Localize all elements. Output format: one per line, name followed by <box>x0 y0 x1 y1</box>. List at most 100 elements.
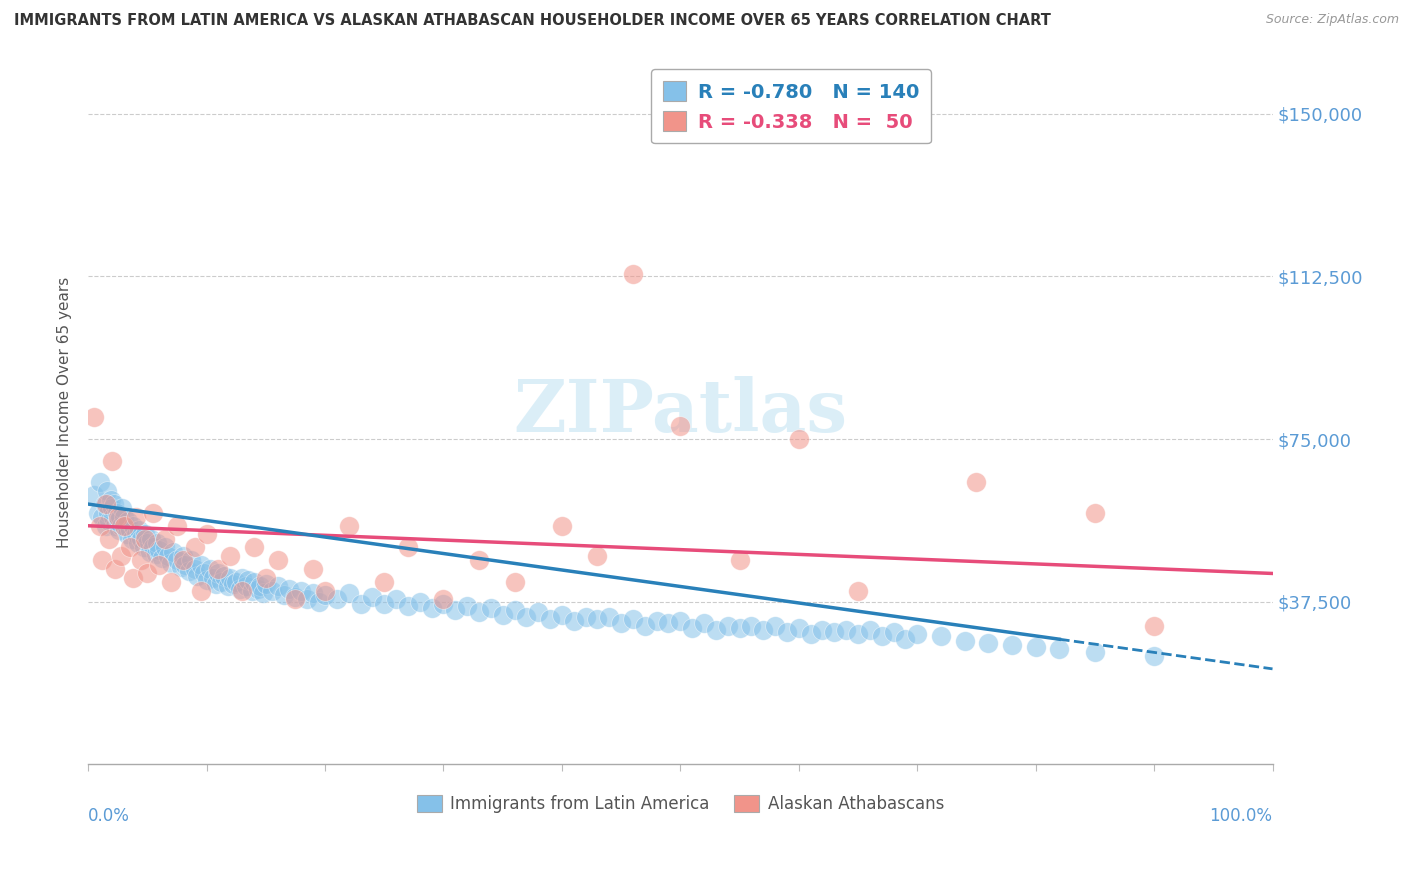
Point <box>108 523 131 537</box>
Point <box>101 501 124 516</box>
Point <box>728 553 751 567</box>
Point <box>1084 644 1107 658</box>
Point <box>254 577 277 591</box>
Point <box>444 603 467 617</box>
Point <box>111 501 134 516</box>
Point <box>349 597 371 611</box>
Point <box>117 515 139 529</box>
Point <box>136 536 159 550</box>
Point <box>131 532 153 546</box>
Point <box>1143 648 1166 663</box>
Point <box>101 454 124 468</box>
Point <box>297 592 319 607</box>
Point <box>93 497 115 511</box>
Point <box>177 564 200 578</box>
Point <box>193 566 215 581</box>
Point <box>432 597 454 611</box>
Point <box>846 583 869 598</box>
Point <box>162 545 184 559</box>
Point <box>337 586 360 600</box>
Point <box>122 518 145 533</box>
Point <box>146 536 169 550</box>
Point <box>1025 640 1047 655</box>
Point <box>134 527 156 541</box>
Text: Source: ZipAtlas.com: Source: ZipAtlas.com <box>1265 13 1399 27</box>
Point <box>160 575 183 590</box>
Point <box>586 549 609 563</box>
Point <box>198 562 221 576</box>
Point <box>621 267 644 281</box>
Point <box>127 536 149 550</box>
Point <box>870 629 893 643</box>
Point <box>1143 618 1166 632</box>
Point <box>108 510 131 524</box>
Point <box>134 532 156 546</box>
Point <box>101 510 124 524</box>
Point <box>148 542 170 557</box>
Point <box>260 583 283 598</box>
Point <box>107 510 129 524</box>
Point <box>586 612 609 626</box>
Point <box>252 586 274 600</box>
Point <box>246 582 269 596</box>
Point <box>195 573 218 587</box>
Point <box>104 518 127 533</box>
Point <box>515 610 537 624</box>
Point <box>122 571 145 585</box>
Point <box>166 518 188 533</box>
Point <box>190 583 212 598</box>
Point <box>121 532 143 546</box>
Point <box>166 553 188 567</box>
Point <box>249 579 271 593</box>
Point <box>231 583 253 598</box>
Point <box>160 556 183 570</box>
Point <box>83 488 105 502</box>
Point <box>420 601 443 615</box>
Text: 0.0%: 0.0% <box>89 806 129 824</box>
Point <box>835 623 858 637</box>
Point <box>169 560 191 574</box>
Point <box>89 475 111 490</box>
Point <box>763 618 786 632</box>
Point <box>965 475 987 490</box>
Point <box>373 575 395 590</box>
Point <box>645 614 668 628</box>
Point <box>97 506 120 520</box>
Point <box>503 575 526 590</box>
Point <box>184 562 207 576</box>
Point <box>118 523 141 537</box>
Point <box>156 549 179 563</box>
Point <box>104 562 127 576</box>
Point <box>468 606 491 620</box>
Point <box>112 510 135 524</box>
Point <box>314 588 336 602</box>
Point <box>205 577 228 591</box>
Point <box>468 553 491 567</box>
Point <box>337 518 360 533</box>
Point <box>432 592 454 607</box>
Point <box>953 633 976 648</box>
Point <box>326 592 349 607</box>
Point <box>243 541 266 555</box>
Point <box>302 586 325 600</box>
Point <box>83 410 105 425</box>
Point <box>235 579 257 593</box>
Point <box>846 627 869 641</box>
Point <box>207 566 229 581</box>
Point <box>91 510 114 524</box>
Point <box>373 597 395 611</box>
Point <box>153 532 176 546</box>
Point <box>180 553 202 567</box>
Point <box>142 506 165 520</box>
Point <box>787 432 810 446</box>
Point <box>240 583 263 598</box>
Point <box>562 614 585 628</box>
Point <box>396 541 419 555</box>
Point <box>610 616 633 631</box>
Point <box>883 625 905 640</box>
Point <box>100 492 122 507</box>
Point <box>273 588 295 602</box>
Point <box>681 621 703 635</box>
Point <box>396 599 419 613</box>
Point <box>1084 506 1107 520</box>
